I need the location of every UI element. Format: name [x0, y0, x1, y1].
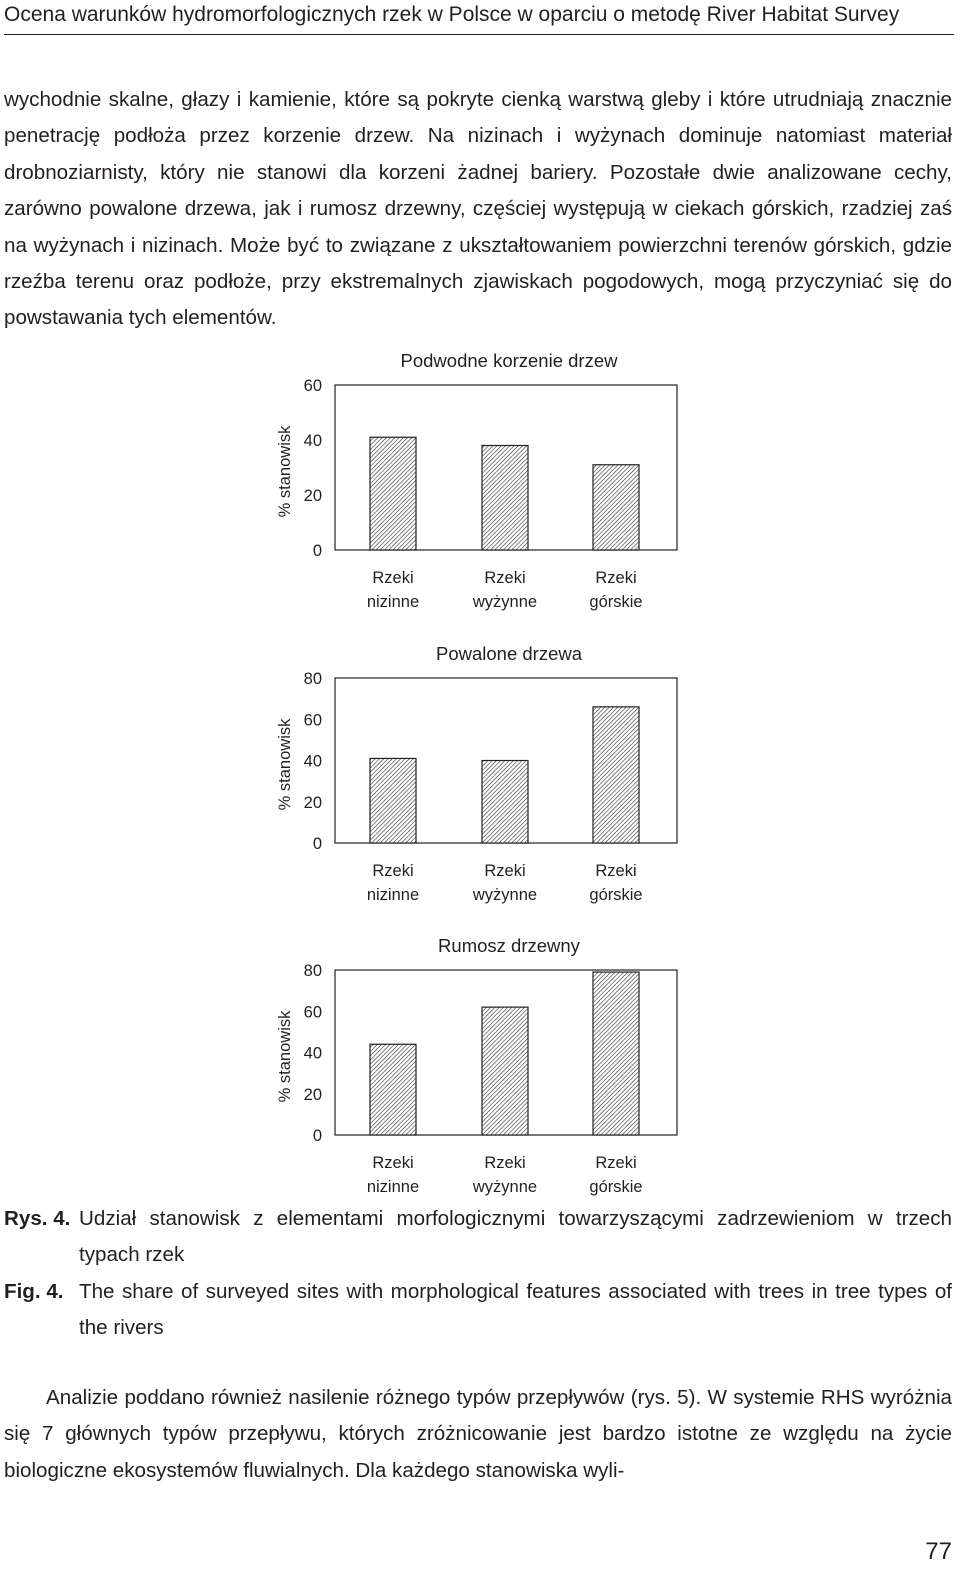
- x-category-label: Rzeki: [595, 1154, 636, 1172]
- x-category-label: wyżynne: [472, 1178, 537, 1196]
- y-tick-label: 60: [304, 1003, 322, 1021]
- y-tick-label: 0: [313, 835, 322, 853]
- chart-svg: Podwodne korzenie drzew 0 20 40 60 % stanowis…: [276, 350, 678, 611]
- chart-title: Rumosz drzewny: [438, 935, 581, 956]
- bar: [369, 757, 417, 844]
- y-axis-label: % stanowisk: [276, 718, 294, 810]
- page-number: 77: [925, 1538, 952, 1565]
- y-tick-label: 60: [304, 377, 322, 395]
- bar: [592, 464, 640, 551]
- chart-title: Powalone drzewa: [436, 643, 583, 664]
- x-category-label: Rzeki: [484, 569, 525, 587]
- running-title: Ocena warunków hydromorfologicznych rzek…: [4, 3, 900, 26]
- x-category-label: górskie: [589, 593, 642, 611]
- x-category-label: Rzeki: [595, 862, 636, 880]
- body-paragraph-1: wychodnie skalne, głazy i kamienie, któr…: [4, 82, 952, 337]
- y-tick-label: 40: [304, 432, 322, 450]
- chart-podwodne-korzenie: Podwodne korzenie drzew 0 20 40 60 % stanowis…: [0, 340, 960, 620]
- x-category-label: Rzeki: [372, 862, 413, 880]
- x-category-label: Rzeki: [484, 862, 525, 880]
- y-tick-label: 80: [304, 670, 322, 688]
- x-category-label: nizinne: [367, 593, 419, 611]
- bar: [369, 436, 417, 551]
- y-tick-label: 40: [304, 1045, 322, 1063]
- chart-powalone-drzewa: Powalone drzewa 0 20 40 60 80 % stanowisk Rzeki…: [0, 633, 960, 913]
- y-tick-label: 60: [304, 711, 322, 729]
- y-axis-label: % stanowisk: [276, 1010, 294, 1102]
- x-category-label: nizinne: [367, 886, 419, 904]
- running-header: Ocena warunków hydromorfologicznych rzek…: [4, 0, 954, 35]
- x-category-label: Rzeki: [372, 569, 413, 587]
- x-category-label: wyżynne: [472, 593, 537, 611]
- bar: [369, 1043, 417, 1136]
- x-category-label: nizinne: [367, 1178, 419, 1196]
- x-category-label: wyżynne: [472, 886, 537, 904]
- y-tick-label: 20: [304, 1086, 322, 1104]
- x-category-label: Rzeki: [595, 569, 636, 587]
- caption-label: Rys. 4.: [4, 1207, 71, 1230]
- chart-svg: Rumosz drzewny 0 20 40 60 80 % stanowisk Rzeki n…: [276, 935, 678, 1196]
- caption-text: The share of surveyed sites with morphol…: [79, 1280, 952, 1340]
- x-category-label: Rzeki: [484, 1154, 525, 1172]
- y-tick-label: 0: [313, 1127, 322, 1145]
- bar: [592, 971, 640, 1136]
- bar: [481, 444, 529, 551]
- bar: [481, 1006, 529, 1136]
- y-tick-label: 40: [304, 753, 322, 771]
- bar: [592, 706, 640, 844]
- y-tick-label: 80: [304, 962, 322, 980]
- chart-svg: Powalone drzewa 0 20 40 60 80 % stanowisk Rzeki…: [276, 643, 678, 904]
- chart-rumosz-drzewny: Rumosz drzewny 0 20 40 60 80 % stanowisk Rzeki n…: [0, 925, 960, 1205]
- y-axis-label: % stanowisk: [276, 425, 294, 517]
- x-category-label: górskie: [589, 1178, 642, 1196]
- x-category-label: Rzeki: [372, 1154, 413, 1172]
- paragraph-text: wychodnie skalne, głazy i kamienie, któr…: [4, 88, 952, 330]
- y-tick-label: 20: [304, 794, 322, 812]
- bar: [481, 759, 529, 844]
- caption-label: Fig. 4.: [4, 1280, 64, 1303]
- caption-text: Udział stanowisk z elementami morfologic…: [79, 1207, 952, 1267]
- y-tick-label: 0: [313, 542, 322, 560]
- body-paragraph-2: Analizie poddano również nasilenie różne…: [4, 1380, 952, 1489]
- y-tick-label: 20: [304, 487, 322, 505]
- chart-title: Podwodne korzenie drzew: [401, 350, 619, 371]
- x-category-label: górskie: [589, 886, 642, 904]
- paragraph-text: Analizie poddano również nasilenie różne…: [4, 1386, 952, 1482]
